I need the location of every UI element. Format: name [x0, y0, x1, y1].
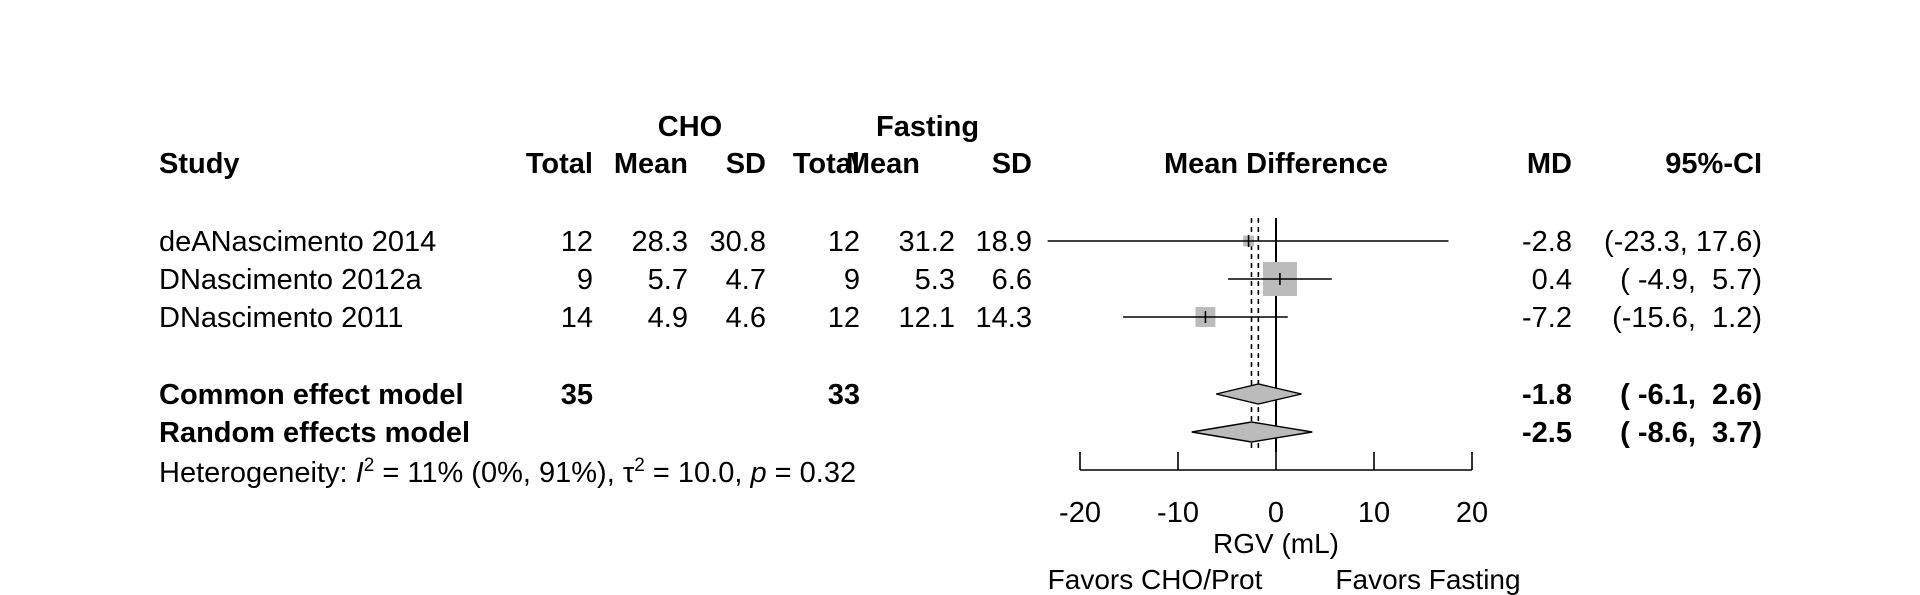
x-tick-label: 0 [1268, 497, 1284, 529]
fasting-group-header: Fasting [876, 111, 980, 143]
i-squared-value: = 11% (0%, 91%), [374, 457, 623, 489]
md-column-header: MD [1526, 148, 1572, 180]
study-name: deANascimento 2014 [159, 226, 437, 258]
cho-mean: 4.9 [647, 302, 688, 334]
favors-right-label: Favors Fasting [1335, 564, 1520, 595]
favors-left-label: Favors CHO/Prot [1048, 564, 1263, 595]
cho-total-header: Total [525, 148, 593, 180]
effect-column-header: Mean Difference [1163, 148, 1388, 180]
pooled-diamond [1191, 421, 1313, 443]
cho-sd: 30.8 [709, 226, 766, 258]
ci-value: (-15.6, 1.2) [1612, 302, 1762, 334]
tau-squared-exponent: 2 [634, 455, 645, 476]
cho-sd: 4.6 [725, 302, 766, 334]
md-value: -7.2 [1522, 302, 1572, 334]
fasting-mean: 12.1 [898, 302, 955, 334]
x-tick-label: 10 [1358, 497, 1390, 529]
tau-squared-value: = 10.0, [644, 457, 751, 489]
fasting-sd: 6.6 [991, 264, 1032, 296]
pooled-diamond [1216, 383, 1302, 405]
i-squared-exponent: 2 [363, 455, 375, 476]
md-value: -2.5 [1522, 417, 1572, 449]
i-squared-symbol: I [355, 457, 364, 489]
fasting-total: 12 [827, 226, 860, 258]
x-tick-label: -10 [1157, 497, 1199, 529]
fasting-sd: 18.9 [975, 226, 1032, 258]
x-tick-label: -20 [1059, 497, 1101, 529]
ci-value: ( -4.9, 5.7) [1620, 264, 1762, 296]
fasting-mean: 5.3 [914, 264, 955, 296]
x-tick-label: 20 [1456, 497, 1488, 529]
fasting-total: 12 [827, 302, 860, 334]
study-name: DNascimento 2011 [159, 302, 404, 334]
p-symbol: p [750, 457, 767, 489]
p-value: = 0.32 [766, 457, 857, 489]
ci-value: ( -6.1, 2.6) [1620, 379, 1762, 411]
cho-mean: 28.3 [631, 226, 688, 258]
fasting-total: 33 [827, 379, 860, 411]
md-value: 0.4 [1531, 264, 1572, 296]
fasting-sd-header: SD [991, 148, 1032, 180]
pooled-model-name: Common effect model [159, 379, 464, 411]
heterogeneity-text: Heterogeneity: I2 = 11% (0%, 91%), τ2 = … [159, 456, 857, 489]
ci-column-header: 95%-CI [1665, 148, 1762, 180]
fasting-mean-header: Mean [845, 148, 920, 180]
ci-value: ( -8.6, 3.7) [1620, 417, 1762, 449]
cho-mean-header: Mean [613, 148, 688, 180]
cho-sd: 4.7 [725, 264, 766, 296]
fasting-mean: 31.2 [898, 226, 955, 258]
x-axis-label: RGV (mL) [1213, 528, 1339, 559]
cho-sd-header: SD [725, 148, 766, 180]
cho-total: 12 [560, 226, 593, 258]
cho-total: 14 [560, 302, 593, 334]
pooled-model-name: Random effects model [159, 417, 470, 449]
fasting-sd: 14.3 [975, 302, 1032, 334]
heterogeneity-prefix: Heterogeneity: [159, 457, 356, 489]
cho-group-header: CHO [657, 111, 723, 143]
fasting-total: 9 [843, 264, 860, 296]
study-name: DNascimento 2012a [159, 264, 422, 296]
cho-total: 9 [576, 264, 593, 296]
cho-total: 35 [560, 379, 593, 411]
tau-squared-symbol: τ [622, 457, 635, 489]
cho-mean: 5.7 [647, 264, 688, 296]
ci-value: (-23.3, 17.6) [1604, 226, 1762, 258]
study-column-header: Study [159, 148, 240, 180]
md-value: -2.8 [1522, 226, 1572, 258]
md-value: -1.8 [1522, 379, 1572, 411]
fasting-total-header: Total [792, 148, 860, 180]
